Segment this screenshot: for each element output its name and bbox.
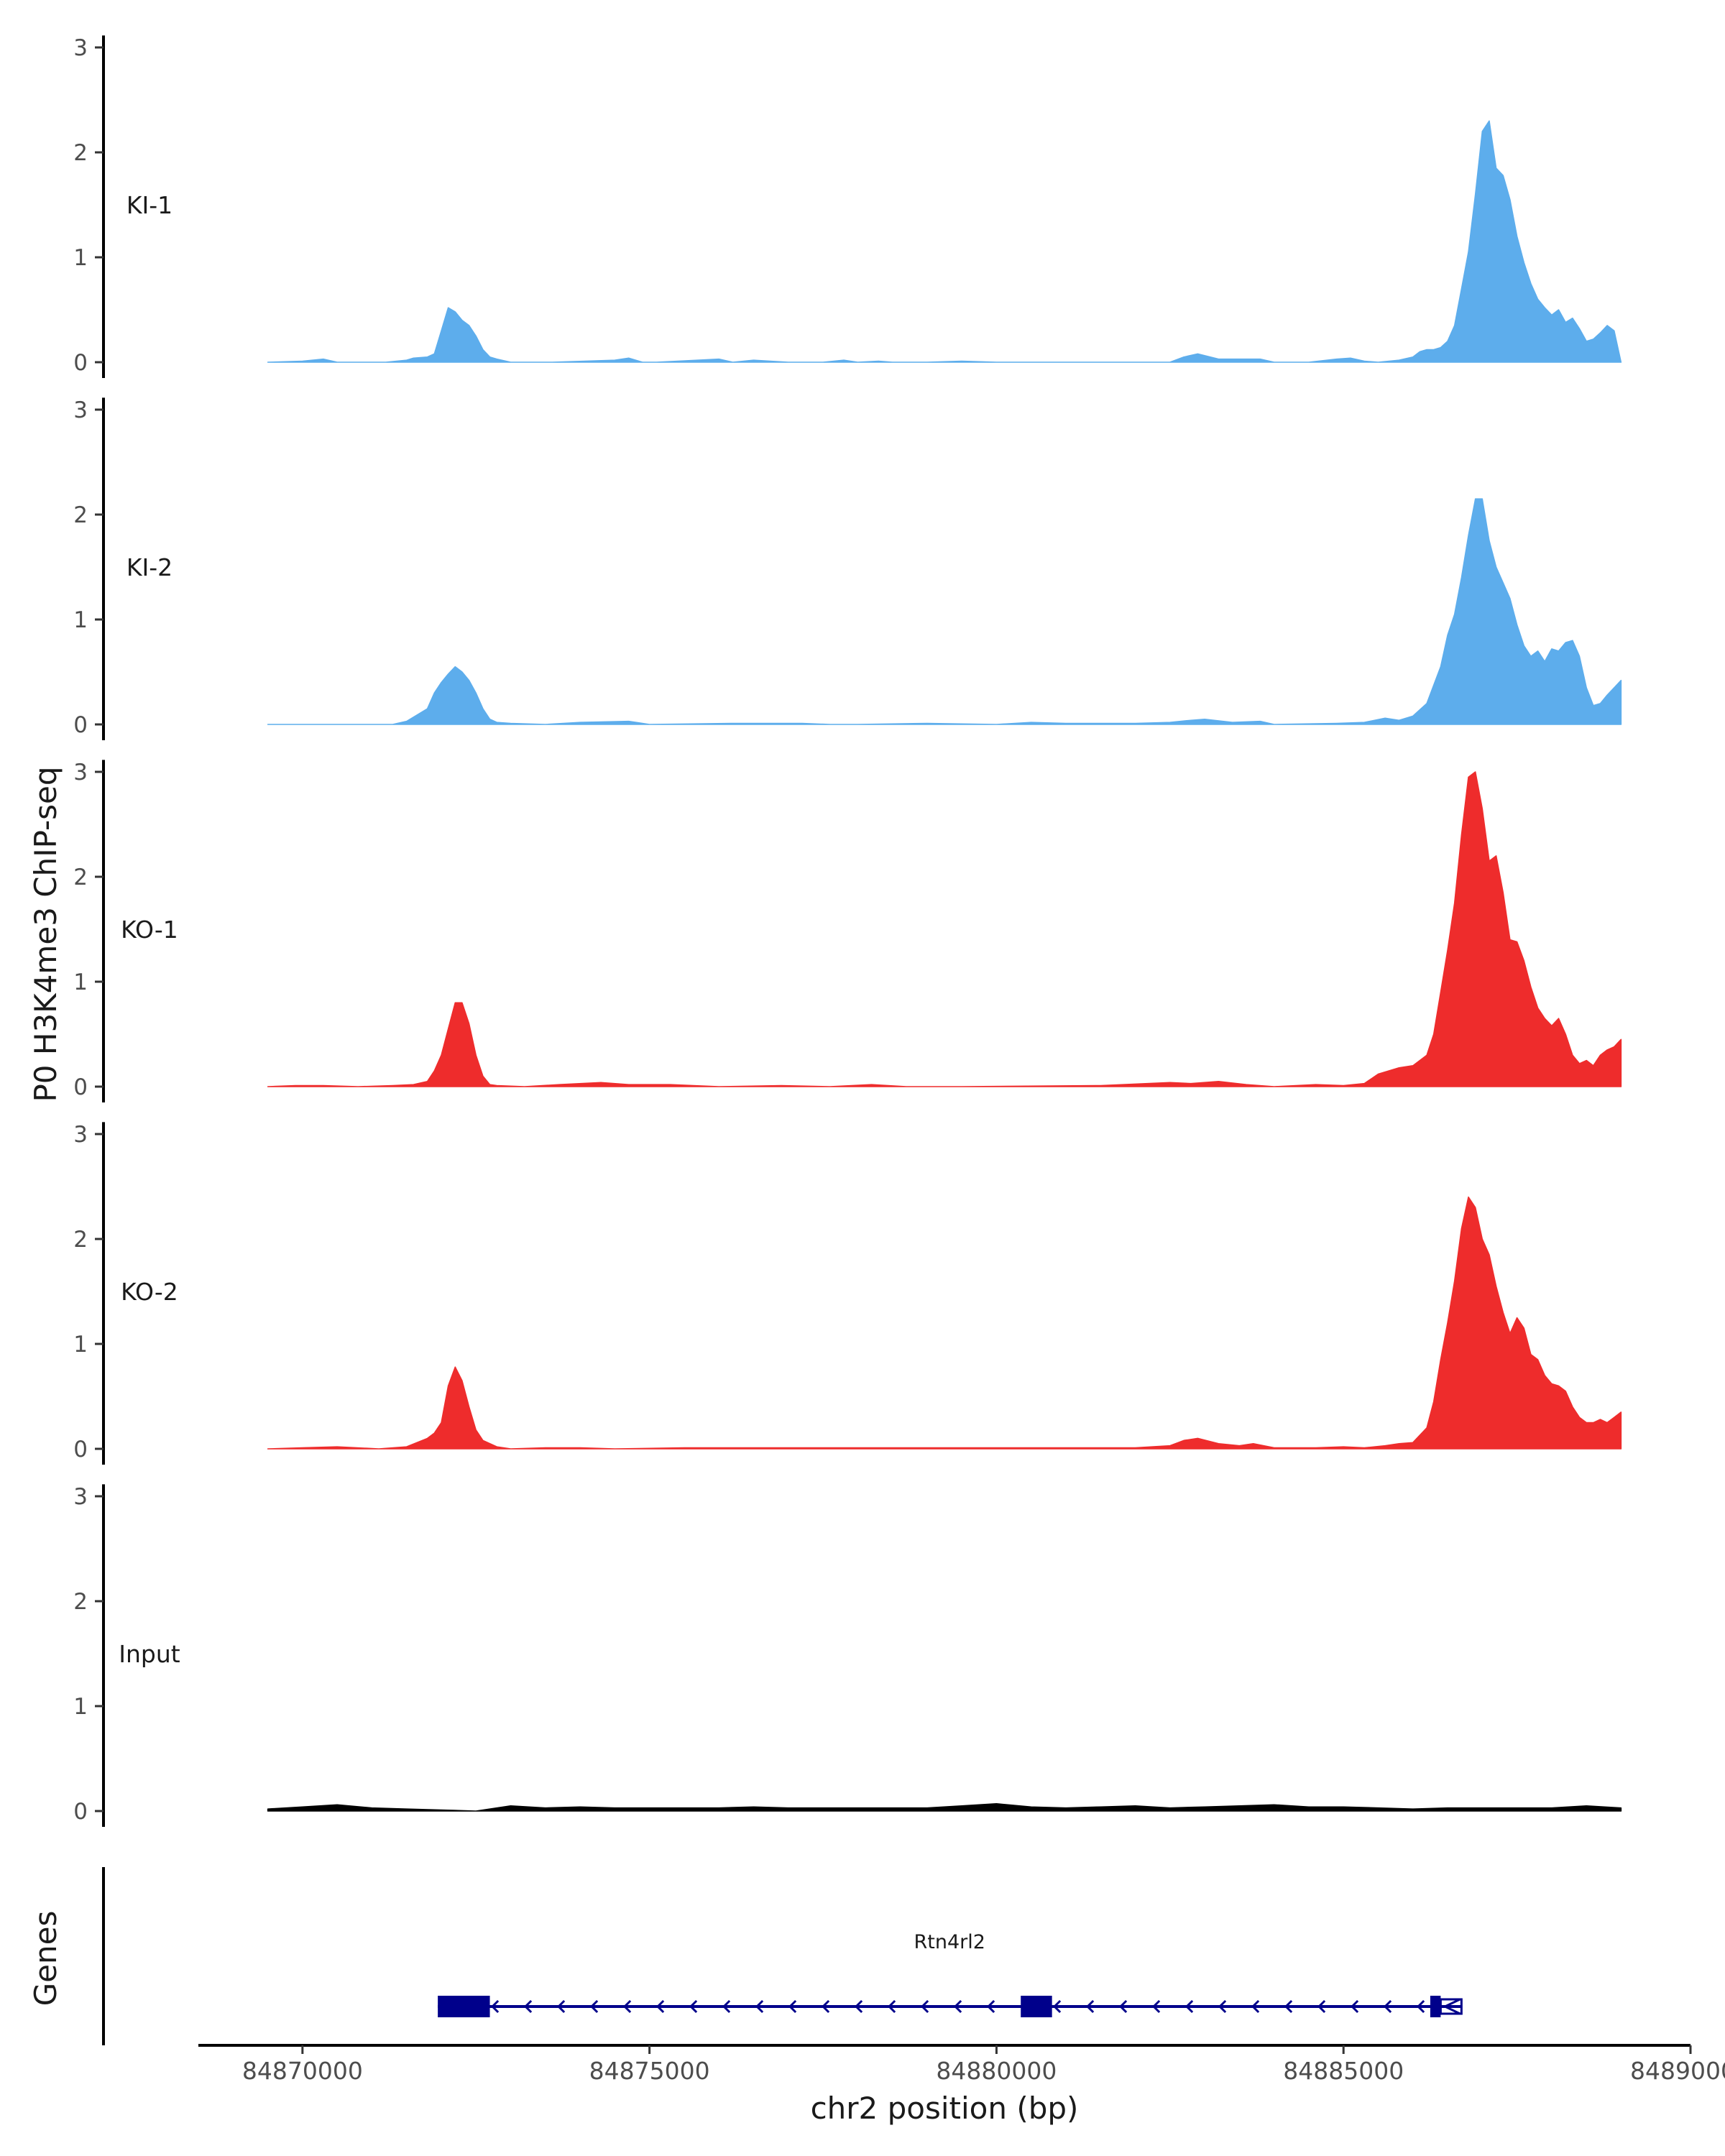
track-label: KO-2 (121, 1278, 178, 1306)
x-tick-label: 84890000 (1630, 2057, 1725, 2085)
y-tick-label: 1 (73, 607, 88, 633)
strand-arrow (1351, 1999, 1359, 2014)
gene-exon (1021, 1996, 1052, 2017)
y-tick-label: 2 (73, 1227, 88, 1253)
strand-arrow (1053, 1999, 1062, 2014)
track-panel-input: 0 1 2 3 Input (73, 1484, 1622, 1827)
x-axis-title: chr2 position (bp) (811, 2091, 1079, 2126)
strand-arrow (1185, 1999, 1194, 2014)
track-panel-ko-2: 0 1 2 3 KO-2 (73, 1122, 1622, 1465)
strand-arrow (623, 1999, 632, 2014)
y-tick-label: 0 (73, 1074, 88, 1100)
strand-arrow (689, 1999, 698, 2014)
strand-arrow (1251, 1999, 1260, 2014)
gene-name-label: Rtn4rl2 (914, 1931, 985, 1953)
track-label: KI-2 (126, 553, 172, 581)
track-panel-ki-2: 0 1 2 3 KI-2 (73, 397, 1622, 740)
strand-arrow (1317, 1999, 1326, 2014)
y-tick-label: 1 (73, 1332, 88, 1358)
x-tick-label: 84870000 (242, 2057, 363, 2085)
x-tick-label: 84875000 (589, 2057, 710, 2085)
x-axis: 84870000 84875000 84880000 84885000 84890000 (198, 2044, 1725, 2085)
strand-arrow (1284, 1999, 1293, 2014)
strand-arrow (524, 1999, 533, 2014)
gene-exon (1430, 1996, 1441, 2017)
strand-arrow (557, 1999, 566, 2014)
gene-utr (1439, 1998, 1463, 2015)
strand-arrow (656, 1999, 665, 2014)
y-tick-label: 3 (73, 1484, 88, 1510)
strand-arrow (921, 1999, 929, 2014)
y-axis-title: P0 H3K4me3 ChIP-seq (28, 766, 63, 1102)
strand-arrow (722, 1999, 731, 2014)
track-label: Input (119, 1640, 180, 1668)
y-tick-label: 1 (73, 1694, 88, 1720)
y-tick-label: 0 (73, 350, 88, 376)
y-tick-label: 3 (73, 397, 88, 423)
gene-rtn4rl2: Rtn4rl2 (438, 1931, 1463, 2017)
coverage-area-ko-2 (267, 1196, 1622, 1450)
strand-arrow (1086, 1999, 1095, 2014)
strand-arrow (491, 1999, 500, 2014)
strand-arrow (888, 1999, 896, 2014)
tracks-layer: 0 1 2 3 KI-1 0 1 2 3 KI-2 0 1 2 3 KO-1 0 1 2 3 KO-2 0 1 2 3 Inpu… (73, 35, 1622, 1827)
track-label: KI-1 (126, 191, 172, 219)
strand-arrow (1417, 1999, 1425, 2014)
strand-arrow (788, 1999, 797, 2014)
strand-arrow (822, 1999, 830, 2014)
y-tick-label: 3 (73, 1122, 88, 1148)
y-tick-label: 2 (73, 1589, 88, 1615)
y-tick-label: 0 (73, 1799, 88, 1825)
coverage-area-ko-1 (267, 771, 1622, 1087)
y-tick-label: 3 (73, 35, 88, 61)
y-tick-label: 0 (73, 712, 88, 738)
coverage-area-ki-2 (267, 498, 1622, 725)
strand-arrow (987, 1999, 995, 2014)
strand-arrow (1152, 1999, 1161, 2014)
y-tick-label: 2 (73, 140, 88, 166)
strand-arrow (954, 1999, 962, 2014)
strand-arrow (590, 1999, 599, 2014)
strand-arrow (1384, 1999, 1392, 2014)
x-tick-label: 84880000 (936, 2057, 1057, 2085)
y-tick-label: 3 (73, 760, 88, 786)
y-tick-label: 1 (73, 245, 88, 271)
x-tick-label: 84885000 (1283, 2057, 1404, 2085)
track-panel-ki-1: 0 1 2 3 KI-1 (73, 35, 1622, 378)
gene-exon (438, 1996, 490, 2017)
strand-arrow (755, 1999, 764, 2014)
strand-arrow (1218, 1999, 1227, 2014)
track-label: KO-1 (121, 916, 178, 944)
y-tick-label: 2 (73, 502, 88, 528)
track-panel-ko-1: 0 1 2 3 KO-1 (73, 760, 1622, 1102)
y-tick-label: 0 (73, 1437, 88, 1462)
y-tick-label: 2 (73, 865, 88, 890)
coverage-area-input (267, 1803, 1622, 1812)
y-tick-label: 1 (73, 969, 88, 995)
genes-panel: Rtn4rl2 (102, 1867, 1463, 2045)
genes-axis-title: Genes (28, 1911, 63, 2007)
coverage-area-ki-1 (267, 120, 1622, 363)
strand-arrow (1119, 1999, 1128, 2014)
strand-arrow (855, 1999, 863, 2014)
tss-arrow (1442, 1998, 1461, 2015)
